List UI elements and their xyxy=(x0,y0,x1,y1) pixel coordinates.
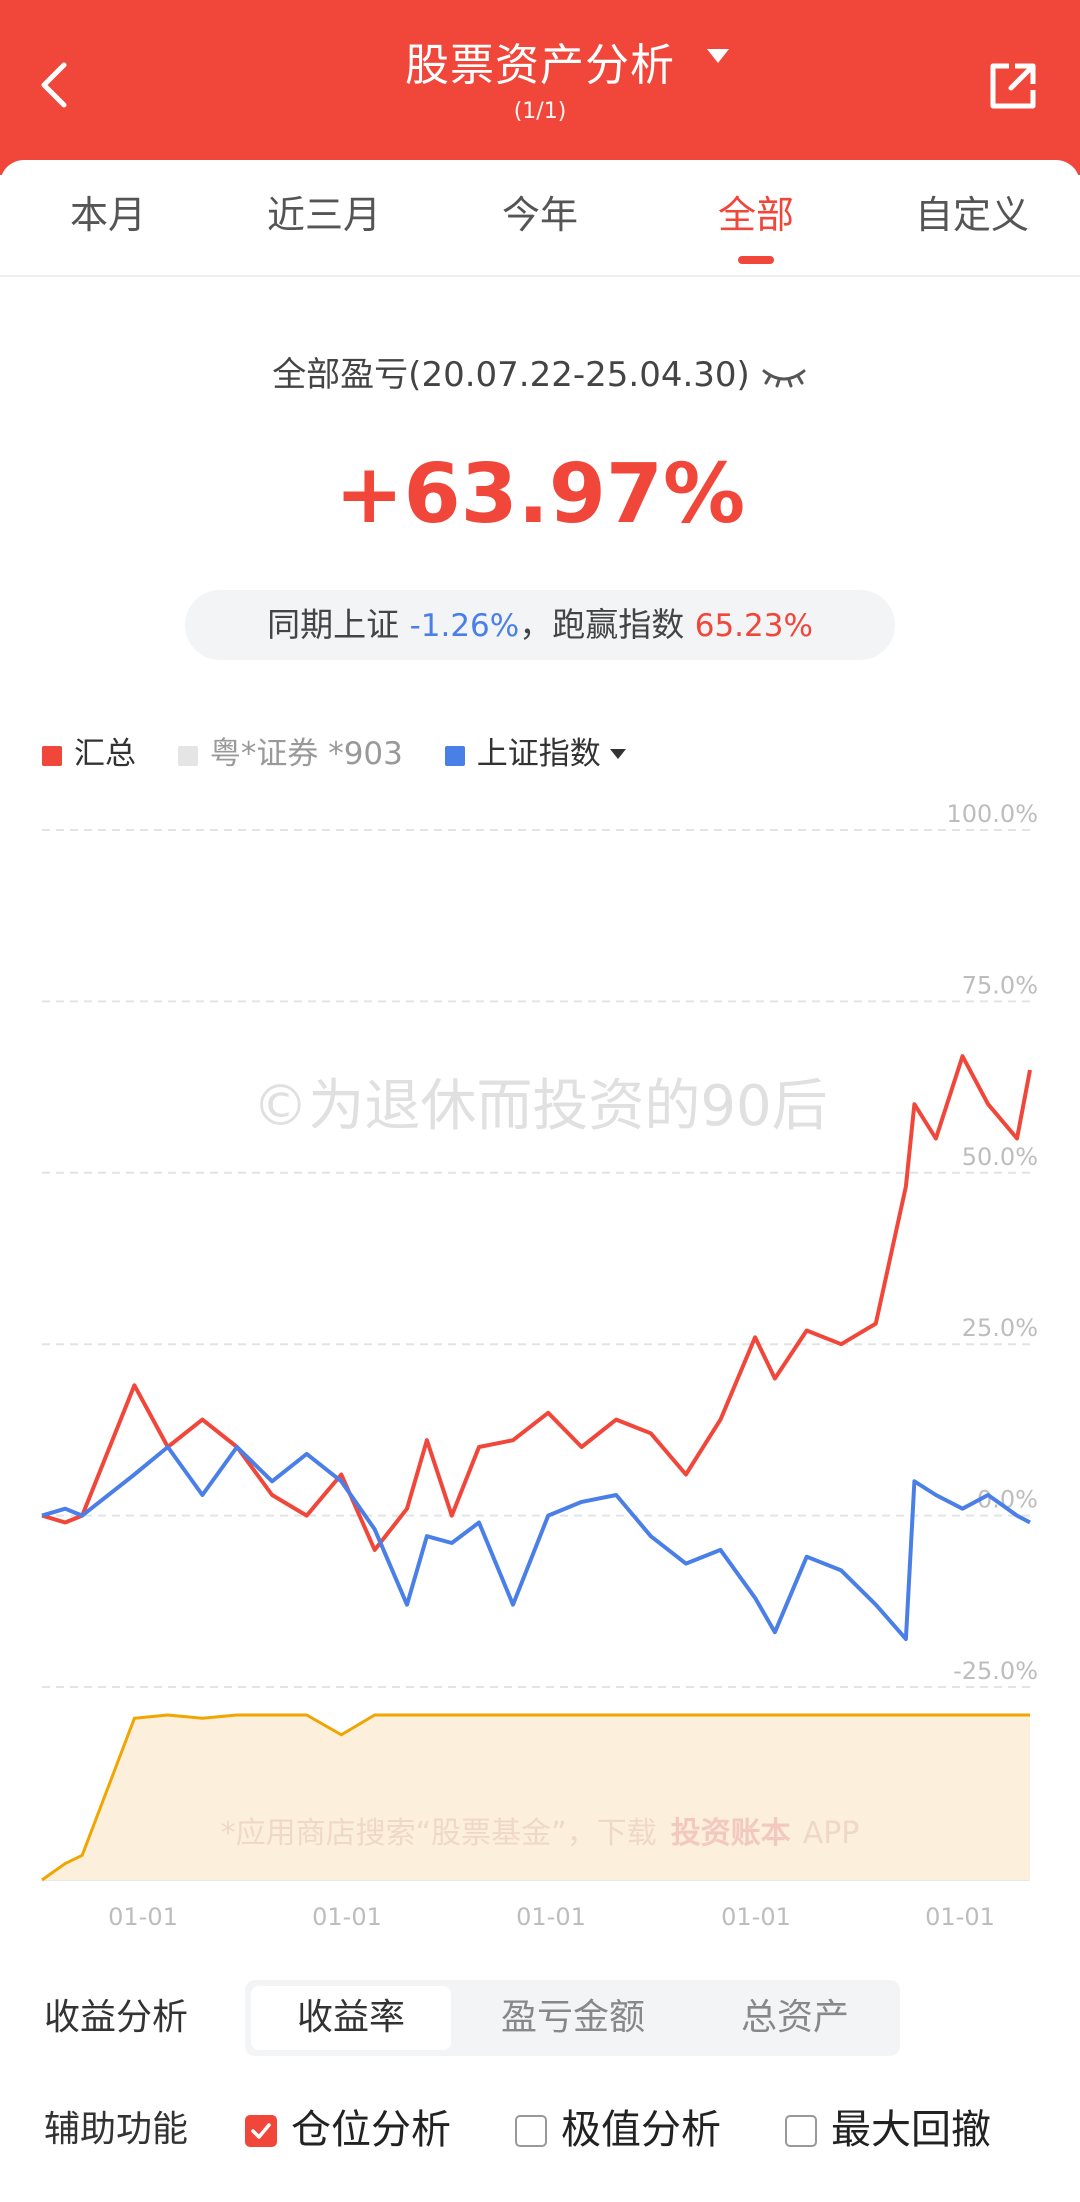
total-return-value: +63.97% xyxy=(334,447,746,542)
bottom-watermark: *应用商店搜索“股票基金”，下载 投资账本 APP xyxy=(221,1816,860,1851)
checkbox-label: 极值分析 xyxy=(561,2107,721,2153)
analysis-segmented-control: 收益率 盈亏金额 总资产 xyxy=(245,1980,900,2056)
index-compare-pill: 同期上证 -1.26%，跑赢指数 65.23% xyxy=(185,590,895,660)
position-fill xyxy=(42,1715,1030,1880)
legend-swatch xyxy=(42,746,62,766)
compare-prefix: 同期上证 xyxy=(267,605,400,644)
checkbox-position-analysis[interactable]: 仓位分析 xyxy=(245,2100,451,2160)
period-row: 全部盈亏(20.07.22-25.04.30) xyxy=(0,350,1080,400)
legend-swatch xyxy=(177,746,198,766)
legend-item-account[interactable]: 粤*证券 *903 xyxy=(177,730,403,778)
legend-label: 粤*证券 *903 xyxy=(209,736,403,772)
period-tabs: 本月 近三月 今年 全部 自定义 xyxy=(0,160,1080,277)
x-tick-label: 01-01 xyxy=(312,1903,382,1931)
caret-down-icon[interactable] xyxy=(705,46,731,66)
x-tick-label: 01-01 xyxy=(925,1903,995,1931)
x-tick-label: 01-01 xyxy=(516,1903,586,1931)
checkbox-unchecked-icon[interactable] xyxy=(785,2115,817,2147)
analysis-label: 收益分析 xyxy=(44,1997,189,2038)
legend-label: 汇总 xyxy=(74,736,136,772)
legend-item-total[interactable]: 汇总 xyxy=(42,730,136,778)
x-tick-label: 01-01 xyxy=(108,1903,178,1931)
beat-index-value: 65.23% xyxy=(694,608,813,644)
y-tick-label: 100.0% xyxy=(946,800,1038,828)
y-tick-label: 75.0% xyxy=(962,971,1038,999)
chevron-left-icon[interactable] xyxy=(30,55,80,115)
eye-hidden-icon[interactable] xyxy=(760,365,808,389)
active-tab-indicator xyxy=(738,256,774,264)
legend-swatch xyxy=(444,746,465,766)
checkbox-checked-icon[interactable] xyxy=(245,2115,277,2147)
tab-all[interactable]: 全部 xyxy=(717,193,794,237)
title-block[interactable]: 股票资产分析 (1/1) xyxy=(0,35,1080,127)
series-lines xyxy=(41,1054,1032,1641)
tab-this-year[interactable]: 今年 xyxy=(501,193,578,237)
account-page-indicator: (1/1) xyxy=(513,99,567,124)
x-tick-label: 01-01 xyxy=(721,1903,791,1931)
caret-down-icon[interactable] xyxy=(609,747,627,761)
y-axis-ticks: 100.0%75.0%50.0%25.0%0.0%-25.0% xyxy=(946,800,1038,1685)
checkbox-extreme-analysis[interactable]: 极值分析 xyxy=(515,2100,721,2160)
segment-pnl-amount[interactable]: 盈亏金额 xyxy=(500,1997,645,2038)
checkbox-max-drawdown[interactable]: 最大回撤 xyxy=(785,2100,991,2160)
tab-three-months[interactable]: 近三月 xyxy=(266,193,381,237)
beat-label: ，跑赢指数 xyxy=(519,605,685,644)
y-tick-label: 50.0% xyxy=(962,1143,1038,1171)
aux-label: 辅助功能 xyxy=(44,2109,189,2150)
return-chart[interactable]: 100.0%75.0%50.0%25.0%0.0%-25.0% ©为退休而投资的… xyxy=(0,800,1080,1960)
period-label: 全部盈亏(20.07.22-25.04.30) xyxy=(272,355,750,395)
y-tick-label: -25.0% xyxy=(953,1657,1038,1685)
legend-item-index[interactable]: 上证指数 xyxy=(444,730,627,778)
segment-total-assets[interactable]: 总资产 xyxy=(740,1997,849,2038)
index-return-value: -1.26% xyxy=(409,608,520,644)
checkbox-label: 仓位分析 xyxy=(291,2107,451,2153)
x-axis-ticks: 01-01 01-01 01-01 01-01 01-01 xyxy=(108,1903,995,1931)
checkbox-unchecked-icon[interactable] xyxy=(515,2115,547,2147)
top-bar: 股票资产分析 (1/1) xyxy=(0,0,1080,175)
tab-custom[interactable]: 自定义 xyxy=(914,193,1029,237)
page-title[interactable]: 股票资产分析 xyxy=(405,40,675,91)
chart-legend: 汇总 粤*证券 *903 上证指数 xyxy=(42,730,659,778)
checkbox-label: 最大回撤 xyxy=(831,2107,991,2153)
share-export-icon[interactable] xyxy=(985,58,1041,114)
position-line xyxy=(41,1713,1030,1882)
watermark: ©为退休而投资的90后 xyxy=(252,1074,827,1139)
series-line-total xyxy=(41,1054,1032,1552)
legend-label: 上证指数 xyxy=(476,736,601,772)
position-area xyxy=(41,1713,1030,1882)
tab-this-month[interactable]: 本月 xyxy=(69,193,146,237)
series-line-index xyxy=(41,1445,1031,1641)
segment-return-rate[interactable]: 收益率 xyxy=(251,1986,451,2050)
y-tick-label: 25.0% xyxy=(962,1314,1038,1342)
